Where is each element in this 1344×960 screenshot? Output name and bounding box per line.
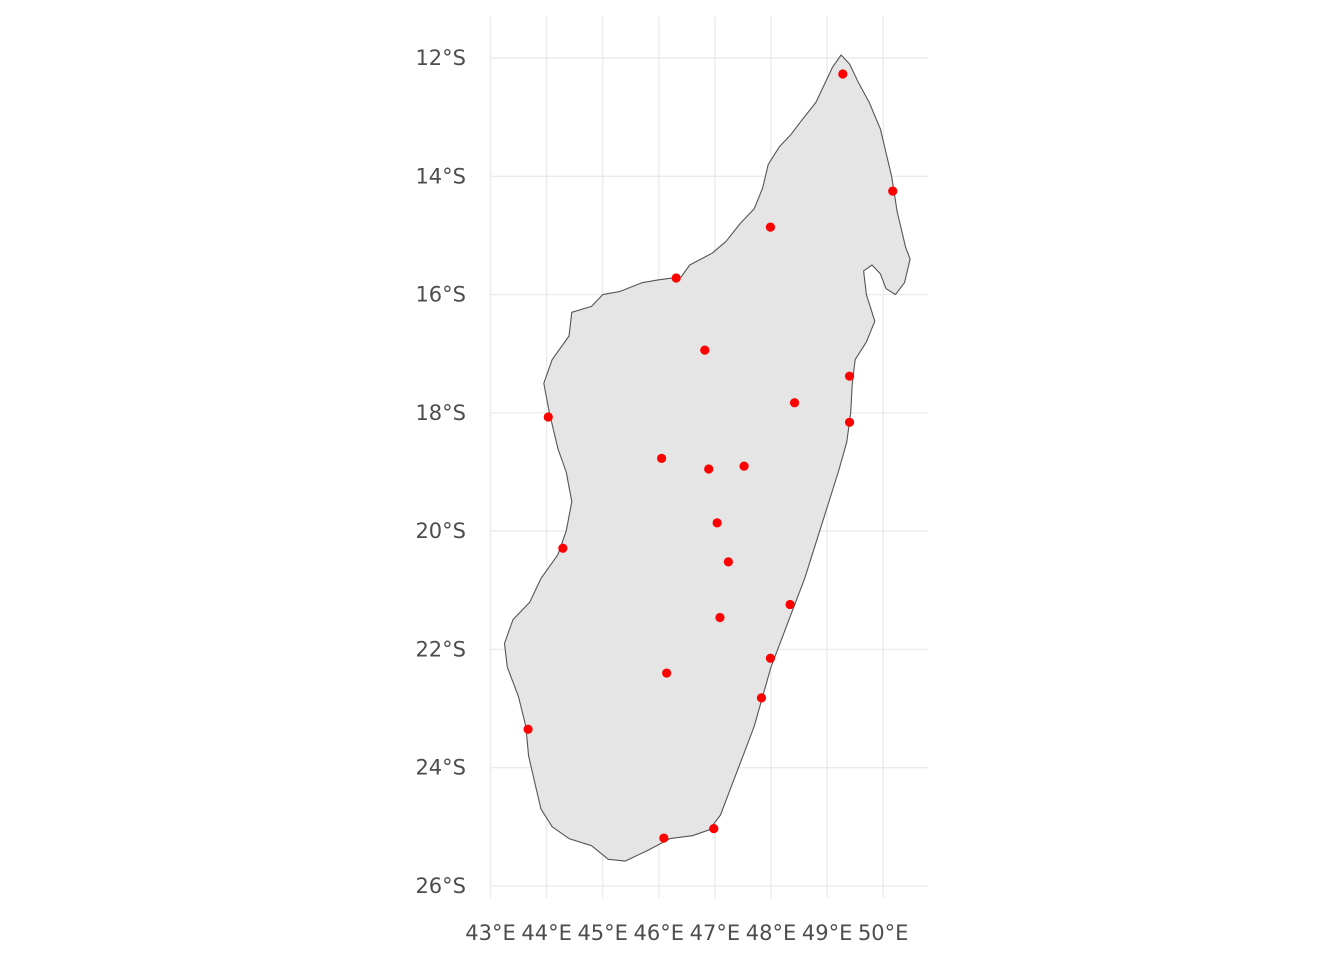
station-point [558, 543, 568, 553]
station-point [543, 412, 553, 422]
x-tick-label: 50°E [858, 921, 909, 945]
x-axis-tick-labels: 43°E 44°E 45°E 46°E 47°E 48°E 49°E 50°E [465, 921, 908, 945]
y-tick-label: 18°S [415, 401, 466, 425]
station-points [523, 69, 898, 843]
x-tick-label: 45°E [577, 921, 628, 945]
island-layer [503, 54, 911, 862]
x-tick-label: 47°E [690, 921, 741, 945]
y-tick-label: 26°S [415, 874, 466, 898]
y-tick-label: 14°S [415, 164, 466, 188]
x-tick-label: 44°E [521, 921, 572, 945]
station-point [712, 518, 722, 528]
station-point [756, 693, 767, 703]
y-tick-label: 16°S [415, 283, 466, 307]
station-point [844, 371, 855, 381]
station-point [789, 398, 800, 408]
station-point [715, 612, 725, 623]
x-tick-label: 46°E [634, 921, 685, 945]
x-tick-label: 48°E [746, 921, 797, 945]
station-point [657, 453, 667, 463]
y-axis-tick-labels: 12°S 14°S 16°S 18°S 20°S 22°S 24°S 26°S [415, 46, 466, 898]
station-point [709, 823, 719, 834]
station-point [700, 345, 710, 355]
station-point [838, 69, 848, 79]
station-point [765, 653, 776, 663]
station-point [662, 668, 672, 678]
station-point [671, 273, 681, 283]
y-tick-label: 24°S [415, 756, 466, 780]
y-tick-label: 12°S [415, 46, 466, 70]
y-tick-label: 20°S [415, 519, 466, 543]
station-point [844, 417, 855, 427]
station-point [765, 222, 776, 232]
station-point [888, 186, 898, 196]
station-point [523, 724, 533, 734]
station-point [659, 833, 669, 843]
y-tick-label: 22°S [415, 637, 466, 661]
madagascar-landmass [503, 54, 911, 862]
x-tick-label: 43°E [465, 921, 516, 945]
x-tick-label: 49°E [802, 921, 853, 945]
station-point [739, 461, 749, 471]
station-point [723, 557, 733, 567]
station-point [785, 599, 795, 610]
station-point [704, 464, 714, 474]
